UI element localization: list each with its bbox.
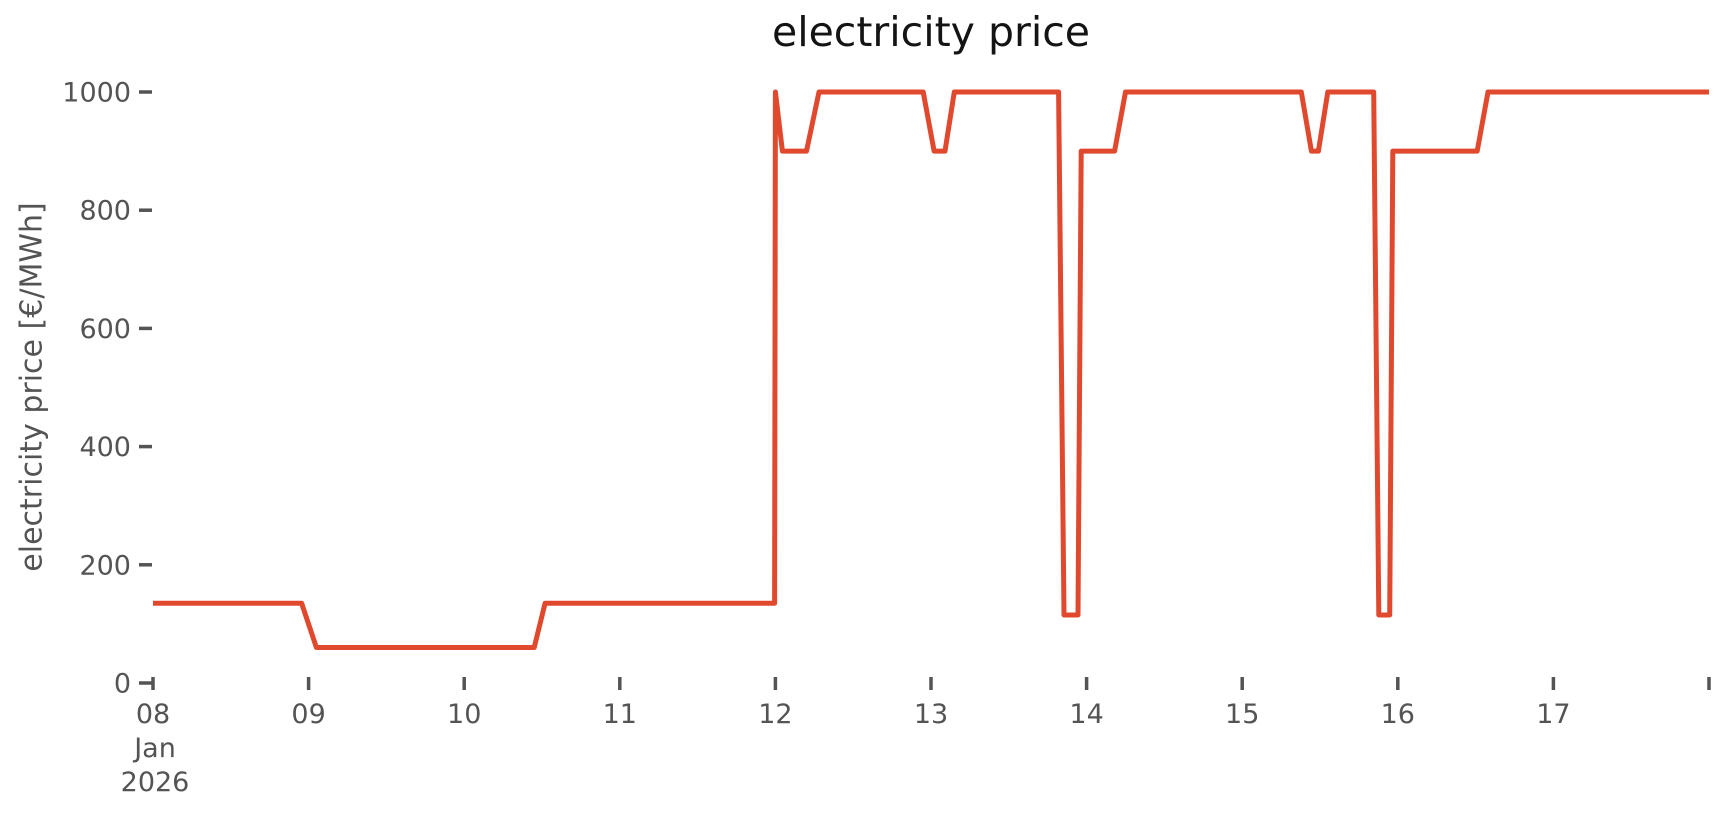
chart-title: electricity price: [771, 8, 1091, 56]
x-tick-label: 16: [1381, 699, 1415, 730]
x-axis-month-label: Jan: [132, 733, 176, 764]
y-tick-label: 200: [79, 550, 131, 581]
x-tick-label: 13: [914, 699, 948, 730]
x-tick-label: 10: [447, 699, 481, 730]
price-line: [153, 89, 1709, 650]
x-tick-label: 17: [1536, 699, 1570, 730]
y-tick-label: 0: [114, 669, 131, 700]
x-tick-label: 14: [1069, 699, 1103, 730]
y-tick-label: 600: [79, 314, 131, 345]
y-tick-label: 1000: [62, 78, 131, 109]
x-axis-year-label: 2026: [121, 767, 190, 798]
x-tick-label: 08: [136, 699, 170, 730]
x-tick-label: 12: [758, 699, 792, 730]
x-tick-label: 11: [603, 699, 637, 730]
x-tick-label: 15: [1225, 699, 1259, 730]
y-tick-label: 400: [79, 432, 131, 463]
y-tick-label: 800: [79, 196, 131, 227]
x-tick-label: 09: [291, 699, 325, 730]
